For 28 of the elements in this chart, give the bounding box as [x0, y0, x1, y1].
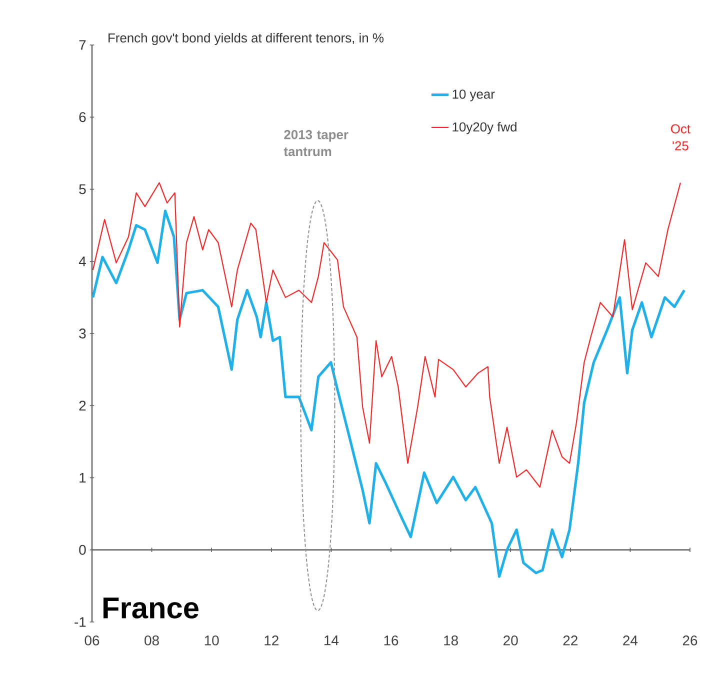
x-tick-label: 08: [144, 636, 159, 646]
legend-label: 10 year: [452, 90, 495, 102]
y-tick-label: 4: [78, 256, 86, 266]
x-tick-label: 18: [444, 636, 458, 646]
legend-label: 10y20y fwd: [452, 122, 516, 134]
y-tick-label: 6: [79, 112, 86, 122]
x-tick-label: 06: [84, 636, 100, 646]
x-tick-label: 14: [324, 636, 339, 646]
y-tick-label: 3: [79, 328, 86, 338]
y-tick-label: -1: [74, 617, 86, 627]
y-tick-label: 7: [79, 40, 86, 50]
x-tick-label: 22: [563, 636, 578, 646]
annotation: Oct '25: [670, 124, 690, 150]
x-tick-label: 26: [682, 636, 698, 646]
y-tick-label: 5: [79, 184, 86, 194]
x-tick-label: 24: [623, 636, 638, 646]
x-tick-label: 10: [204, 636, 219, 646]
chart-title: French gov't bond yields at different tenors, in %: [108, 32, 384, 46]
x-tick-label: 20: [504, 636, 518, 646]
line-series: [92, 210, 686, 578]
y-tick-label: 0: [79, 544, 86, 555]
x-tick-label: 16: [384, 636, 398, 646]
x-tick-label: 12: [264, 636, 278, 646]
annotation: France: [103, 598, 198, 618]
line-series: [92, 182, 681, 488]
y-tick-label: 1: [80, 472, 86, 483]
y-tick-label: 2: [79, 400, 86, 410]
annotation: 2013 taper tantrum: [284, 130, 348, 156]
